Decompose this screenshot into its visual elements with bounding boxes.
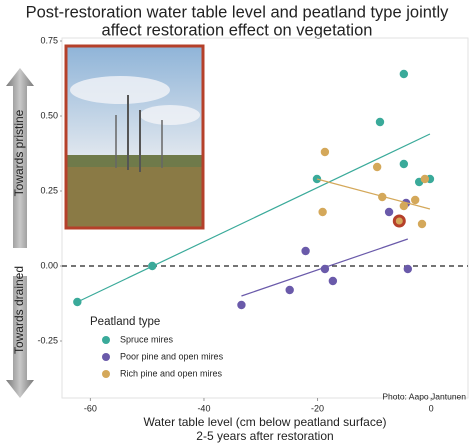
y-tick-label: -0.25: [37, 335, 58, 345]
x-axis-title: Water table level (cm below peatland sur…: [144, 415, 387, 429]
point: [399, 159, 409, 169]
legend-label: Spruce mires: [120, 334, 174, 344]
point: [372, 162, 382, 172]
arrows: [6, 68, 34, 398]
credit: Photo: Aapo Jantunen: [382, 391, 466, 401]
point: [417, 219, 427, 229]
highlighted-point: [392, 214, 406, 228]
point: [403, 264, 413, 274]
point: [410, 195, 420, 205]
x-tick-label: 0: [429, 403, 434, 413]
point: [320, 264, 330, 274]
point: [148, 261, 157, 271]
point: [320, 147, 330, 157]
photo: [64, 44, 205, 230]
x-tick-label: -40: [197, 403, 210, 413]
point: [312, 174, 322, 184]
point: [399, 69, 409, 79]
legend-marker: [102, 336, 110, 344]
point: [378, 192, 387, 202]
y-tick-label: 0.00: [40, 260, 58, 270]
point: [399, 201, 409, 211]
point: [328, 276, 338, 286]
legend-marker: [102, 370, 110, 378]
annotation: Towards pristine: [12, 109, 26, 196]
chart-title: affect restoration effect on vegetation: [102, 21, 373, 39]
legend-label: Poor pine and open mires: [120, 351, 224, 361]
point: [420, 174, 430, 184]
point: [285, 285, 294, 295]
chart-title: Post-restoration water table level and p…: [26, 3, 450, 21]
x-axis-title: 2-5 years after restoration: [196, 429, 333, 443]
legend-marker: [102, 353, 110, 361]
point: [375, 117, 385, 127]
x-tick-label: -60: [84, 403, 97, 413]
y-tick-label: 0.75: [40, 35, 58, 45]
point: [237, 300, 246, 310]
trend-line: [77, 133, 431, 303]
legend-label: Rich pine and open mires: [120, 368, 223, 378]
annotation: Towards drained: [12, 266, 26, 354]
legend-title: Peatland type: [90, 316, 160, 328]
trend-line: [316, 178, 431, 210]
y-tick-label: 0.50: [40, 110, 58, 120]
x-tick-label: -20: [311, 403, 324, 413]
point: [384, 207, 394, 217]
point: [73, 297, 82, 307]
plot-frame: [61, 37, 469, 399]
y-tick-label: 0.25: [40, 185, 58, 195]
point: [301, 246, 310, 256]
point: [318, 207, 327, 217]
